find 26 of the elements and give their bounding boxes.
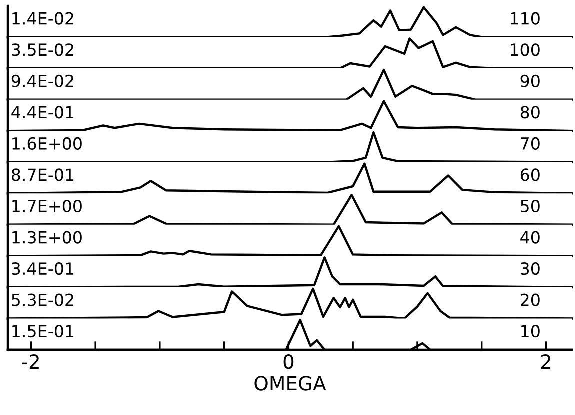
annotation: 8.7E-01 [12, 168, 74, 182]
annotation: 1.4E-02 [12, 12, 74, 25]
annotation: 60 [520, 168, 540, 182]
annotation: 50 [521, 200, 540, 213]
annotation: 90 [520, 74, 540, 88]
annotation: 1.7E+00 [12, 200, 82, 213]
annotation: 3.4E-01 [12, 262, 74, 276]
annotation: 30 [521, 262, 540, 276]
annotation: 20 [520, 294, 540, 306]
x-tick-label: -2 [22, 354, 39, 369]
annotation: 110 [511, 12, 540, 25]
x-axis-title: OMEGA [254, 376, 326, 391]
annotation: 4.4E-01 [12, 106, 74, 119]
annotation: 9.4E-02 [12, 74, 74, 88]
annotation: 10 [522, 325, 540, 338]
annotation: 80 [520, 106, 540, 119]
annotation: 5.3E-02 [12, 294, 74, 306]
annotation: 40 [520, 231, 540, 244]
annotation: 1.5E-01 [12, 325, 74, 338]
annotation: 100 [511, 44, 540, 56]
x-tick-label: 0 [284, 354, 294, 370]
annotation: 1.6E+00 [12, 137, 82, 150]
annotation: 70 [521, 137, 540, 150]
annotation: 1.3E+00 [12, 231, 82, 244]
annotation: 3.5E-02 [12, 44, 74, 56]
x-tick-label: 2 [541, 354, 550, 369]
